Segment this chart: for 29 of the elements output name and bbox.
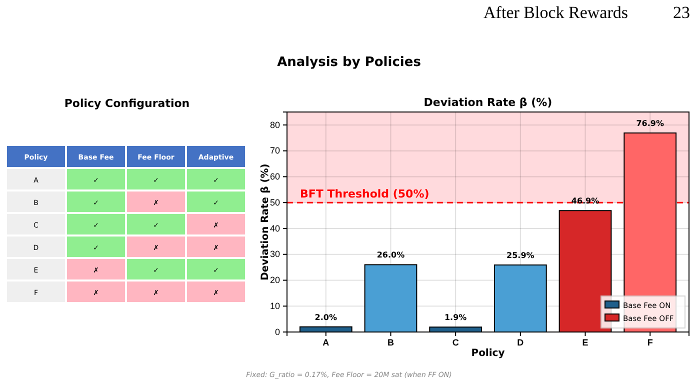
text: Policy Configuration [64,97,190,110]
x-tick-label: A [322,337,330,348]
x-axis-title: Policy [471,348,506,359]
y-tick-label: 60 [270,172,280,182]
x-tick-label: C [452,337,460,348]
y-tick-label: 0 [274,326,280,337]
y-axis-title: Deviation Rate β (%) [260,164,271,280]
y-tick-label: 30 [270,249,280,260]
y-tick-label: 80 [270,120,280,130]
x-tick-label: F [647,337,654,348]
x-tick-label: D [517,337,524,348]
data-label: 46.9% [571,196,600,206]
data-label: 2.0% [314,312,337,322]
data-label: 26.0% [376,250,405,260]
x-tick-label: B [387,337,394,348]
y-tick-label: 70 [270,146,280,156]
y-tick-label: 40 [270,223,280,234]
y-tick-label: 20 [270,275,280,286]
chart-title: Deviation Rate β (%) [424,96,552,109]
x-tick-label: E [582,337,588,348]
y-tick-label: 10 [270,301,280,311]
text: 23 [673,3,690,22]
y-tick-label: 50 [270,197,280,208]
data-label: 25.9% [506,250,534,260]
data-label: 1.9% [444,313,467,322]
text: After Block Rewards [484,3,628,22]
text: Analysis by Policies [277,55,422,70]
data-label: 76.9% [636,118,664,128]
ref-line-label: BFT Threshold (50%) [300,188,430,201]
